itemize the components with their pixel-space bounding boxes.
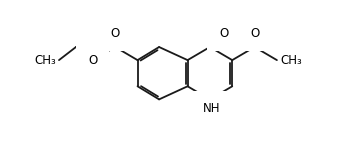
Text: CH₃: CH₃ xyxy=(280,54,302,67)
Text: O: O xyxy=(88,54,97,67)
Text: O: O xyxy=(250,27,259,40)
Text: NH: NH xyxy=(203,102,220,115)
Text: CH₃: CH₃ xyxy=(34,54,56,67)
Text: O: O xyxy=(110,27,120,40)
Text: O: O xyxy=(219,27,228,40)
